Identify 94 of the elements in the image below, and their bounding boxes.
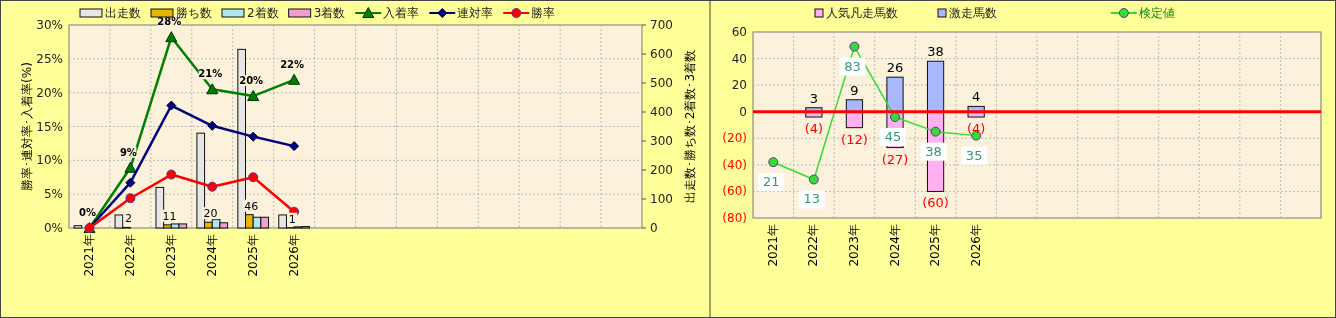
annotation: 45 bbox=[884, 129, 902, 145]
y-tick-label: (20) bbox=[722, 131, 747, 146]
x-tick-label: 2021年 bbox=[765, 224, 780, 267]
x-tick-label: 2022年 bbox=[122, 234, 137, 277]
bar bbox=[73, 225, 83, 229]
point bbox=[289, 141, 300, 152]
point bbox=[125, 177, 136, 188]
data-label: 21% bbox=[198, 68, 223, 80]
y-tick-label: 60 bbox=[731, 25, 747, 39]
y-axis-title: 勝率･連対率･入着率(%) bbox=[19, 62, 34, 191]
point bbox=[930, 126, 941, 137]
data-label: 38 bbox=[927, 44, 944, 60]
bar bbox=[926, 60, 945, 113]
legend-label: 検定値 bbox=[1138, 6, 1175, 20]
y-tick-label: 5% bbox=[43, 187, 63, 202]
point bbox=[207, 120, 218, 131]
annotation: 13 bbox=[803, 191, 821, 207]
legend-label: 連対率 bbox=[457, 6, 494, 20]
data-label: 20 bbox=[203, 207, 218, 221]
x-tick-label: 2023年 bbox=[846, 224, 861, 267]
annotation: 38 bbox=[925, 143, 942, 159]
y2-tick-label: 0 bbox=[650, 221, 658, 235]
point bbox=[165, 31, 178, 43]
y-tick-label: 20 bbox=[731, 78, 747, 93]
data-label: (4) bbox=[966, 121, 986, 137]
y-tick-label: (40) bbox=[722, 157, 747, 172]
y-tick-label: 40 bbox=[731, 51, 747, 66]
bar bbox=[886, 76, 904, 113]
legend-label: 2着数 bbox=[247, 6, 279, 20]
y2-tick-label: 700 bbox=[650, 18, 673, 32]
data-label: (60) bbox=[922, 195, 949, 211]
y2-tick-label: 100 bbox=[650, 192, 673, 206]
x-tick-label: 2025年 bbox=[245, 234, 260, 277]
legend-label: 入着率 bbox=[383, 6, 420, 20]
point bbox=[166, 100, 177, 111]
data-label: 1 bbox=[288, 212, 296, 226]
y2-tick-label: 500 bbox=[650, 76, 673, 90]
y-tick-label: 15% bbox=[36, 119, 63, 134]
point bbox=[248, 172, 259, 183]
point bbox=[849, 41, 860, 52]
data-label: 9 bbox=[850, 82, 859, 98]
annotation: 35 bbox=[965, 147, 983, 163]
x-tick-label: 2021年 bbox=[81, 234, 96, 277]
y-tick-label: 30% bbox=[36, 18, 63, 32]
x-tick-label: 2026年 bbox=[968, 224, 983, 267]
data-label: 4 bbox=[972, 89, 981, 105]
data-label: 22% bbox=[280, 58, 305, 70]
point bbox=[248, 131, 259, 142]
y2-tick-label: 200 bbox=[650, 163, 673, 177]
y-tick-label: 0% bbox=[43, 221, 63, 235]
x-tick-label: 2022年 bbox=[806, 224, 821, 267]
x-tick-label: 2024年 bbox=[204, 234, 219, 277]
data-label: 9% bbox=[119, 146, 137, 158]
point bbox=[125, 193, 136, 204]
data-label: (4) bbox=[804, 121, 824, 137]
legend-label: 人気凡走馬数 bbox=[826, 6, 898, 20]
x-tick-label: 2025年 bbox=[928, 224, 943, 267]
point bbox=[768, 157, 779, 168]
y-tick-label: 25% bbox=[36, 51, 63, 66]
y-tick-label: (80) bbox=[722, 211, 747, 225]
point bbox=[288, 73, 301, 85]
point bbox=[206, 83, 219, 95]
legend-label: 出走数 bbox=[105, 6, 141, 20]
point bbox=[247, 90, 260, 102]
annotation: 21 bbox=[763, 174, 780, 190]
y-tick-label: 0 bbox=[739, 104, 747, 119]
point bbox=[166, 169, 177, 180]
legend-label: 勝率 bbox=[531, 6, 556, 20]
data-label: 2 bbox=[125, 212, 133, 226]
legend-label: 3着数 bbox=[313, 6, 346, 20]
y-tick-label: 20% bbox=[36, 85, 63, 100]
data-label: 3 bbox=[809, 90, 818, 106]
y2-axis-title: 出走数･勝ち数･2着数･3着数 bbox=[682, 49, 697, 204]
x-tick-label: 2023年 bbox=[163, 234, 178, 277]
legend-label: 激走馬数 bbox=[949, 6, 997, 20]
y-tick-label: 10% bbox=[36, 153, 63, 168]
data-label: 26 bbox=[886, 60, 904, 76]
x-tick-label: 2026年 bbox=[286, 234, 301, 277]
data-label: 46 bbox=[244, 199, 259, 213]
data-label: 0% bbox=[78, 207, 96, 218]
y2-tick-label: 400 bbox=[650, 105, 673, 119]
y-tick-label: (60) bbox=[722, 184, 747, 199]
data-label: 20% bbox=[239, 75, 264, 87]
data-label: 11 bbox=[162, 209, 177, 223]
point bbox=[124, 161, 137, 173]
data-label: (27) bbox=[881, 151, 909, 167]
point bbox=[207, 181, 218, 192]
annotation: 83 bbox=[844, 58, 861, 74]
x-tick-label: 2024年 bbox=[887, 224, 902, 267]
y2-tick-label: 600 bbox=[650, 47, 673, 61]
point bbox=[808, 174, 819, 185]
y2-tick-label: 300 bbox=[650, 134, 673, 148]
point bbox=[890, 112, 900, 123]
data-label: (12) bbox=[841, 131, 868, 147]
